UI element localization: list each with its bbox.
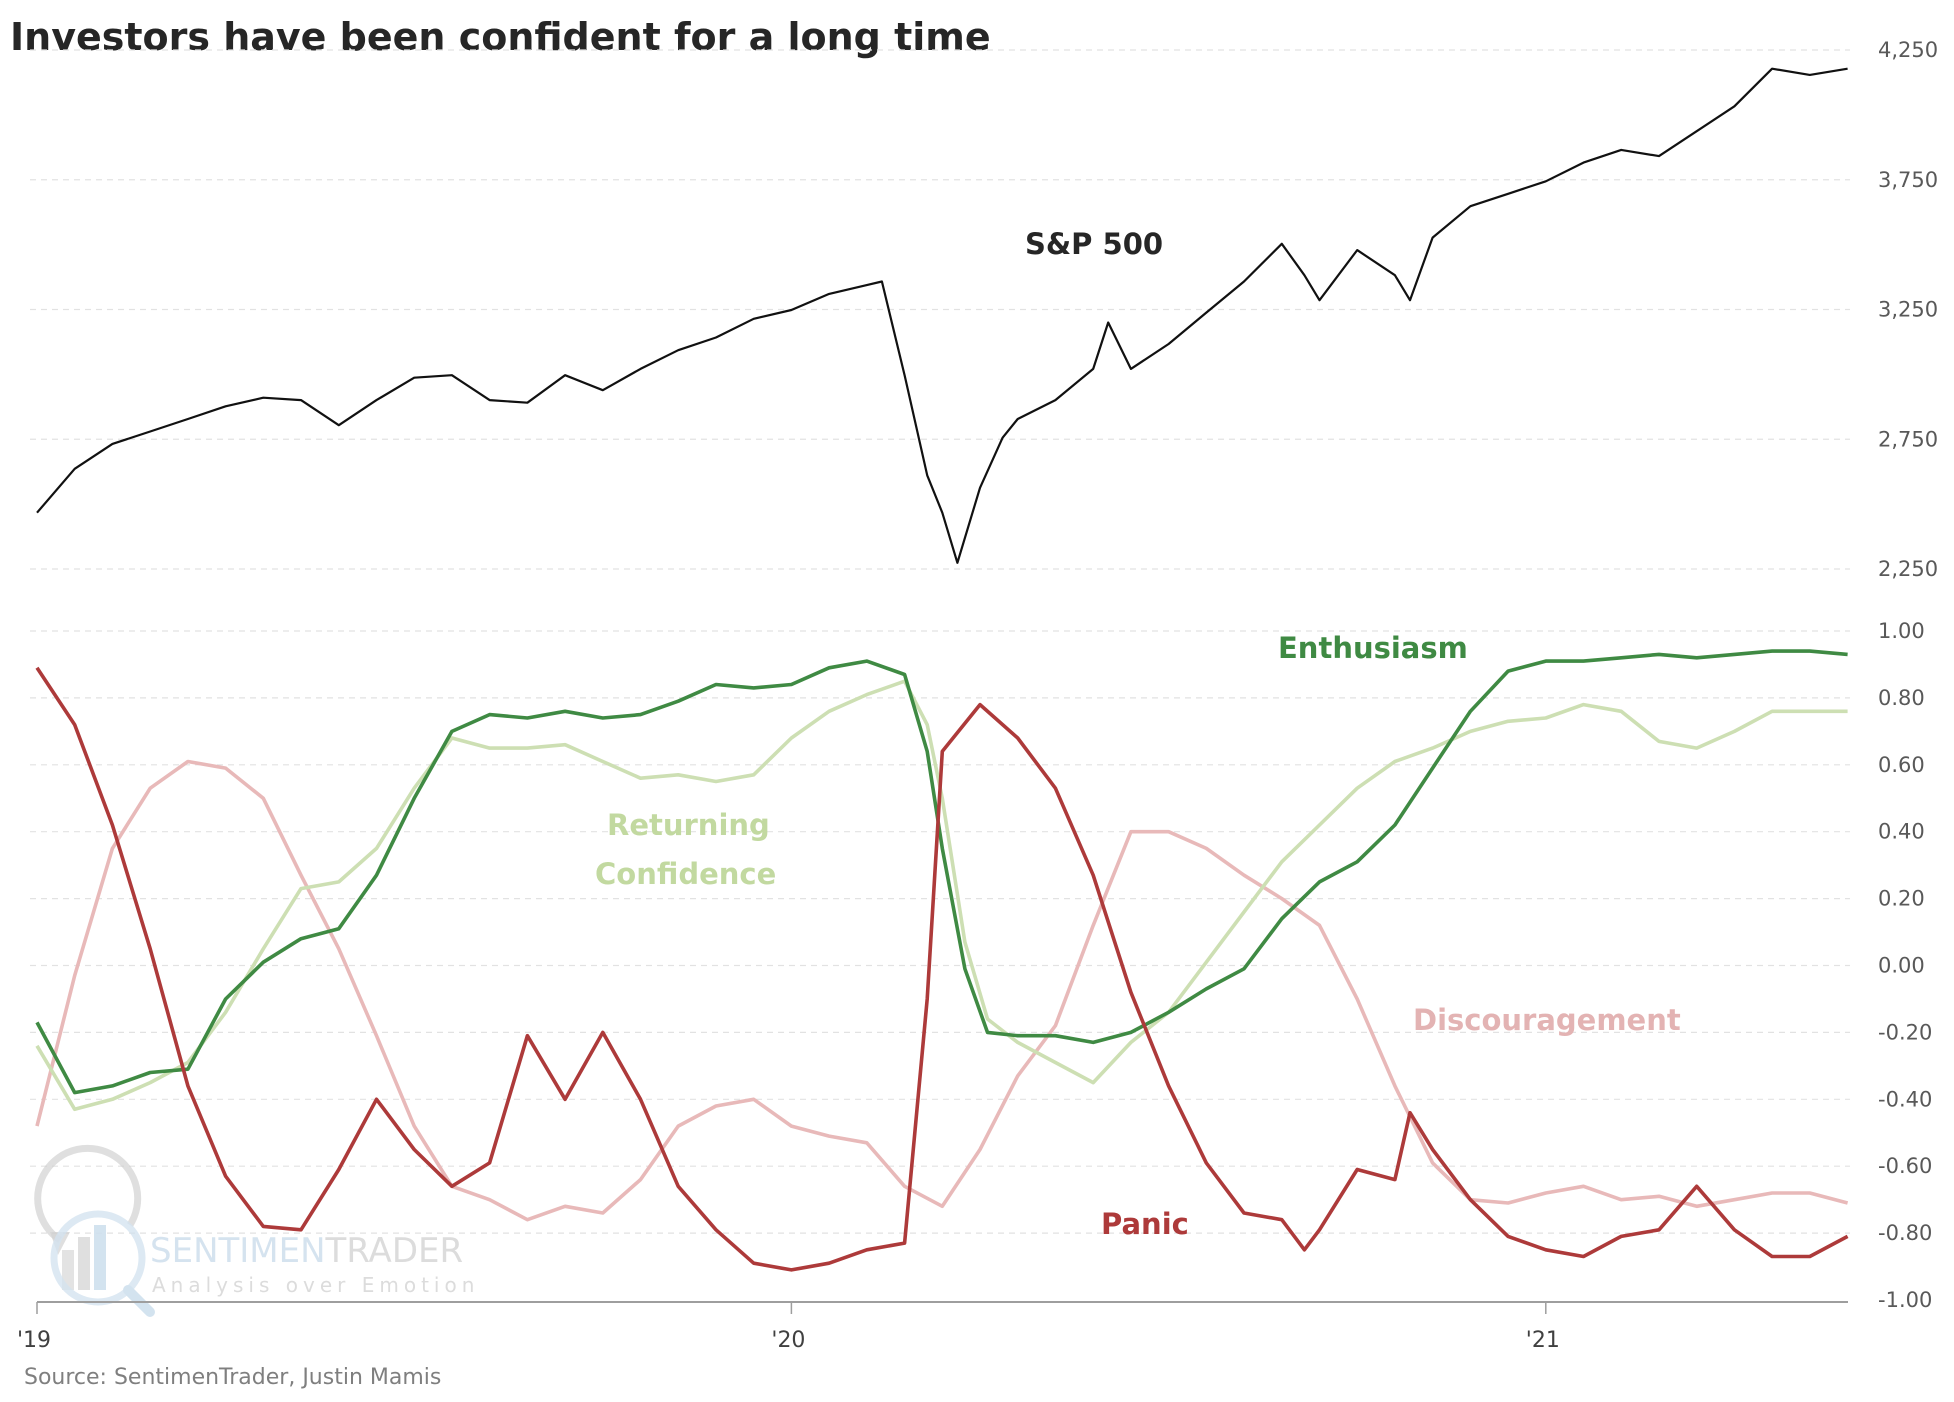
series-layer (35, 67, 1849, 1272)
chart-title: Investors have been confident for a long… (10, 15, 991, 59)
label-returning-confidence-line1: Returning (607, 808, 770, 842)
label-returning-confidence-line2: Confidence (595, 857, 776, 891)
watermark-logo: SENTIMENTRADER Analysis over Emotion (34, 1144, 479, 1317)
series-line-returning-confidence (35, 679, 1848, 1112)
label-panic: Panic (1101, 1207, 1189, 1241)
top-gridlines (30, 49, 1850, 570)
series-line-enthusiasm (35, 649, 1848, 1095)
series-line-panic (35, 666, 1849, 1272)
x-axis-ticks: '19 '20 '21 (17, 1302, 1560, 1353)
series-line-discouragement (35, 759, 1849, 1222)
bottom-y-tick-label: -0.40 (1878, 1087, 1932, 1111)
top-y-tick-label: 3,750 (1878, 168, 1938, 192)
bottom-gridlines (30, 630, 1850, 1234)
top-y-tick-label: 3,250 (1878, 298, 1938, 322)
series-annotations: S&P 500 Enthusiasm Returning Confidence Disc… (595, 227, 1681, 1241)
bottom-y-tick-label: 0.40 (1878, 820, 1925, 844)
bottom-y-tick-label: -1.00 (1878, 1288, 1932, 1312)
label-enthusiasm: Enthusiasm (1278, 631, 1468, 665)
series-line-sp500 (36, 67, 1848, 564)
bottom-y-tick-label: 0.00 (1878, 954, 1925, 978)
bottom-y-tick-label: 0.60 (1878, 753, 1925, 777)
x-tick-label: '21 (1526, 1328, 1560, 1353)
y-axis-labels: 4,250 3,750 3,250 2,750 2,250 1.00 0.80 0.60 0.4… (1878, 38, 1938, 1312)
top-y-tick-label: 4,250 (1878, 38, 1938, 62)
magnifier-chart-icon (34, 1144, 155, 1317)
bottom-y-tick-label: -0.20 (1878, 1020, 1932, 1044)
bottom-y-tick-label: 0.20 (1878, 887, 1925, 911)
bottom-y-tick-label: -0.60 (1878, 1154, 1932, 1178)
watermark-tagline: Analysis over Emotion (152, 1273, 479, 1297)
bottom-y-tick-label: 0.80 (1878, 686, 1925, 710)
x-tick-label: '19 (17, 1328, 51, 1353)
top-y-tick-label: 2,750 (1878, 427, 1938, 451)
bottom-y-tick-label: 1.00 (1878, 619, 1925, 643)
watermark-brand: SENTIMENTRADER (150, 1231, 463, 1271)
top-y-tick-label: 2,250 (1878, 557, 1938, 581)
label-discouragement: Discouragement (1413, 1003, 1681, 1037)
source-note: Source: SentimenTrader, Justin Mamis (24, 1365, 441, 1390)
label-sp500: S&P 500 (1025, 227, 1163, 261)
x-tick-label: '20 (771, 1328, 805, 1353)
bottom-y-tick-label: -0.80 (1878, 1221, 1932, 1245)
